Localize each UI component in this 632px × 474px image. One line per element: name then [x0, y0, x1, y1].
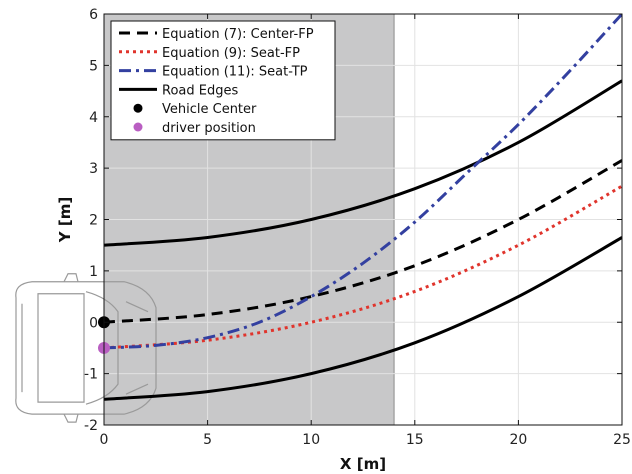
series-line-equation-11-seat-tp	[104, 14, 622, 350]
legend-label: Equation (11): Seat-TP	[162, 65, 308, 80]
tick-layer: 0 5 10 15 20 25 -2 -1 0 1 2 3 4 5 6	[84, 7, 631, 448]
y-axis-label: Y [m]	[56, 197, 74, 243]
y-tick-label: -2	[84, 418, 98, 434]
y-tick-label: 1	[89, 264, 98, 280]
legend-label: Vehicle Center	[162, 102, 257, 117]
car-mirrors	[63, 273, 79, 423]
y-tick-label: 5	[89, 58, 98, 74]
x-tick-label: 15	[406, 432, 424, 448]
car-roof	[37, 293, 85, 403]
series-line-road-edge-lower	[104, 236, 622, 401]
car-shell	[15, 281, 157, 415]
series-layer	[104, 14, 622, 401]
y-tick-label: 4	[89, 110, 98, 126]
legend-swatch-point	[133, 103, 143, 113]
car-hood-lines	[125, 301, 149, 395]
x-tick-label: 10	[302, 432, 320, 448]
series-line-road-edges	[104, 79, 622, 247]
series-line-equation-7-center-fp	[104, 159, 622, 324]
y-tick-label: 0	[89, 315, 98, 331]
x-tick-label: 5	[203, 432, 212, 448]
x-axis-label: X [m]	[340, 455, 386, 473]
x-tick-label: 20	[509, 432, 527, 448]
legend-label: Equation (7): Center-FP	[162, 27, 314, 42]
x-tick-label: 0	[100, 432, 109, 448]
legend: Equation (7): Center-FP Equation (9): Sea…	[110, 20, 336, 141]
y-tick-label: 3	[89, 161, 98, 177]
y-tick-label: -1	[84, 367, 98, 383]
legend-swatch-point	[133, 122, 143, 132]
y-tick-label: 6	[89, 7, 98, 23]
legend-label: Equation (9): Seat-FP	[162, 46, 300, 61]
y-tick-label: 2	[89, 213, 98, 229]
legend-label: Road Edges	[162, 83, 238, 98]
x-tick-label: 25	[613, 432, 631, 448]
legend-label: driver position	[162, 121, 256, 136]
legend-box	[110, 20, 336, 141]
